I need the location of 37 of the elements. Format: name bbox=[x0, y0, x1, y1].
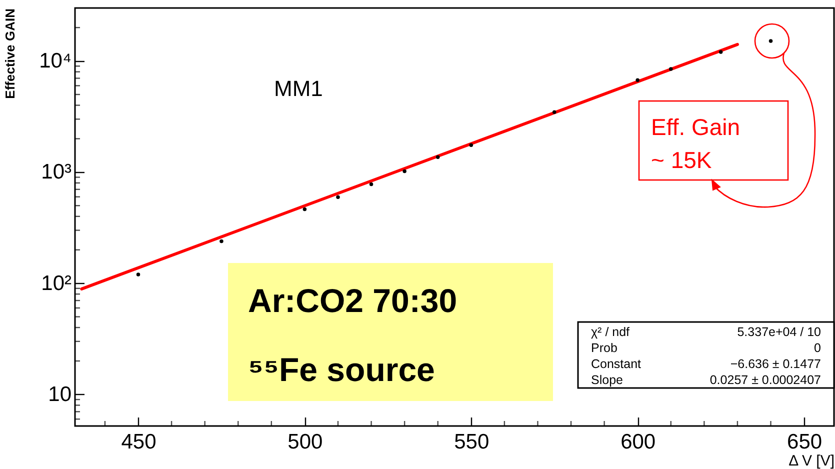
annotation: ~ 15K bbox=[651, 147, 712, 173]
point bbox=[768, 39, 773, 43]
annotation: Ar:CO2 70:30 bbox=[248, 282, 458, 319]
annotation: 0 bbox=[814, 341, 822, 355]
point bbox=[336, 195, 340, 200]
y-tick-label: 10⁴ bbox=[39, 50, 72, 73]
point bbox=[369, 182, 374, 186]
annotation: −6.636 ± 0.1477 bbox=[730, 357, 822, 371]
annotation: 0.0257 ± 0.0002407 bbox=[710, 373, 822, 387]
point bbox=[302, 207, 307, 212]
y-tick-label: 10³ bbox=[41, 160, 72, 184]
point bbox=[436, 155, 440, 160]
x-tick-label: 500 bbox=[288, 430, 323, 454]
annotation: MM1 bbox=[274, 76, 323, 101]
x-tick-label: 650 bbox=[787, 430, 822, 454]
annotation: χ² / ndf bbox=[591, 325, 630, 339]
x-tick-label: 450 bbox=[121, 430, 156, 454]
point bbox=[636, 78, 640, 82]
point bbox=[469, 143, 474, 148]
annotation: Slope bbox=[591, 373, 624, 387]
y-tick-label: 10 bbox=[48, 382, 72, 406]
point bbox=[718, 50, 723, 54]
x-tick-label: 600 bbox=[620, 430, 656, 454]
annotation: ⁵⁵Fe source bbox=[248, 351, 435, 388]
point bbox=[220, 239, 224, 244]
annotation: Constant bbox=[591, 357, 642, 371]
annotation: 5.337e+04 / 10 bbox=[737, 325, 822, 339]
x-tick-label: 550 bbox=[454, 430, 490, 454]
point bbox=[669, 67, 673, 71]
point bbox=[402, 169, 406, 174]
y-tick-label: 10² bbox=[41, 272, 72, 295]
annotation: Prob bbox=[591, 341, 618, 355]
point bbox=[136, 272, 140, 276]
annotation: Eff. Gain bbox=[651, 114, 740, 140]
point bbox=[552, 110, 556, 114]
x-axis-title: Δ V [V] bbox=[788, 452, 834, 469]
y-axis-title: Effective GAIN bbox=[2, 8, 18, 99]
